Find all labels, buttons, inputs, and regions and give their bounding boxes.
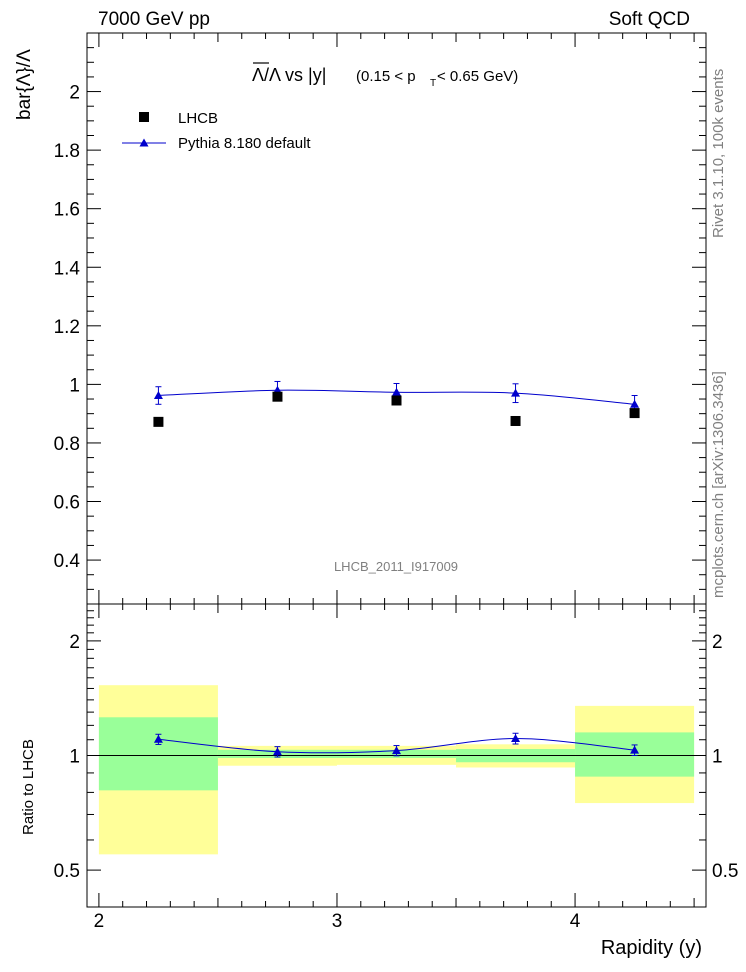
- x-tick-label: 4: [570, 911, 581, 932]
- mc-point: [630, 399, 640, 408]
- legend-data-label: LHCB: [178, 110, 218, 127]
- main-y-axis-label: bar{Λ}/Λ: [14, 49, 35, 120]
- data-point: [510, 415, 521, 426]
- title-main: Λ/Λ vs |y|: [252, 65, 326, 85]
- axes-ticks: 2 3 4 0.4 0.6 0.8 1 1.2 1.4 1.6 1.8 2 0.5 0.5 1 1 2 2: [54, 32, 738, 932]
- main-y-tick-label: 1.4: [54, 258, 81, 279]
- mc-point: [392, 387, 401, 396]
- ratio-mc-point: [511, 734, 521, 743]
- main-y-tick-label: 0.8: [54, 434, 80, 455]
- title-range-sub: T: [430, 78, 436, 89]
- legend-mc-marker: [139, 138, 149, 147]
- ratio-series: [153, 732, 640, 758]
- mc-point: [153, 391, 163, 400]
- ratio-y-tick-label-right: 1: [712, 747, 723, 768]
- title-range-prefix: (0.15 < p: [356, 68, 416, 85]
- plot-title: Λ/Λ vs |y| (0.15 < p T < 0.65 GeV): [252, 62, 518, 89]
- ratio-mc-point: [630, 745, 640, 754]
- ratio-mc-point: [272, 747, 282, 756]
- legend: LHCB Pythia 8.180 default: [122, 110, 311, 152]
- ratio-y-tick-label: 1: [69, 747, 80, 768]
- ratio-mc-point: [392, 746, 401, 755]
- ratio-uncertainty-bands: [87, 685, 706, 855]
- main-y-tick-label: 1.2: [54, 317, 80, 338]
- ratio-band-inner: [98, 717, 218, 791]
- mc-point: [511, 388, 521, 397]
- ratio-y-tick-label-right: 0.5: [712, 861, 738, 882]
- title-range-suffix: < 0.65 GeV): [437, 68, 518, 85]
- data-point: [272, 391, 283, 402]
- x-axis-label: Rapidity (y): [601, 937, 702, 959]
- main-y-tick-label: 0.4: [54, 551, 81, 572]
- rivet-version-label: Rivet 3.1.10, 100k events: [710, 69, 727, 238]
- process-label: Soft QCD: [609, 9, 690, 30]
- ratio-mc-point: [153, 734, 163, 743]
- data-point: [391, 395, 402, 406]
- ratio-y-tick-label: 0.5: [54, 861, 80, 882]
- main-y-tick-label: 0.6: [54, 493, 80, 514]
- legend-data-marker: [139, 112, 149, 122]
- data-point: [153, 416, 164, 427]
- x-tick-label: 2: [94, 911, 105, 932]
- ratio-y-tick-label-right: 2: [712, 632, 723, 653]
- mcplots-label: mcplots.cern.ch [arXiv:1306.3436]: [710, 371, 727, 598]
- main-y-tick-label: 2: [69, 83, 80, 104]
- ratio-y-tick-label: 2: [69, 632, 80, 653]
- main-series: [153, 380, 640, 427]
- legend-mc-label: Pythia 8.180 default: [178, 135, 311, 152]
- main-y-tick-label: 1: [69, 375, 80, 396]
- main-y-tick-label: 1.8: [54, 141, 80, 162]
- ratio-y-axis-label: Ratio to LHCB: [20, 739, 37, 835]
- data-point: [629, 408, 640, 419]
- energy-label: 7000 GeV pp: [98, 9, 210, 30]
- analysis-id-watermark: LHCB_2011_I917009: [334, 559, 458, 574]
- main-y-tick-label: 1.6: [54, 200, 80, 221]
- x-tick-label: 3: [332, 911, 343, 932]
